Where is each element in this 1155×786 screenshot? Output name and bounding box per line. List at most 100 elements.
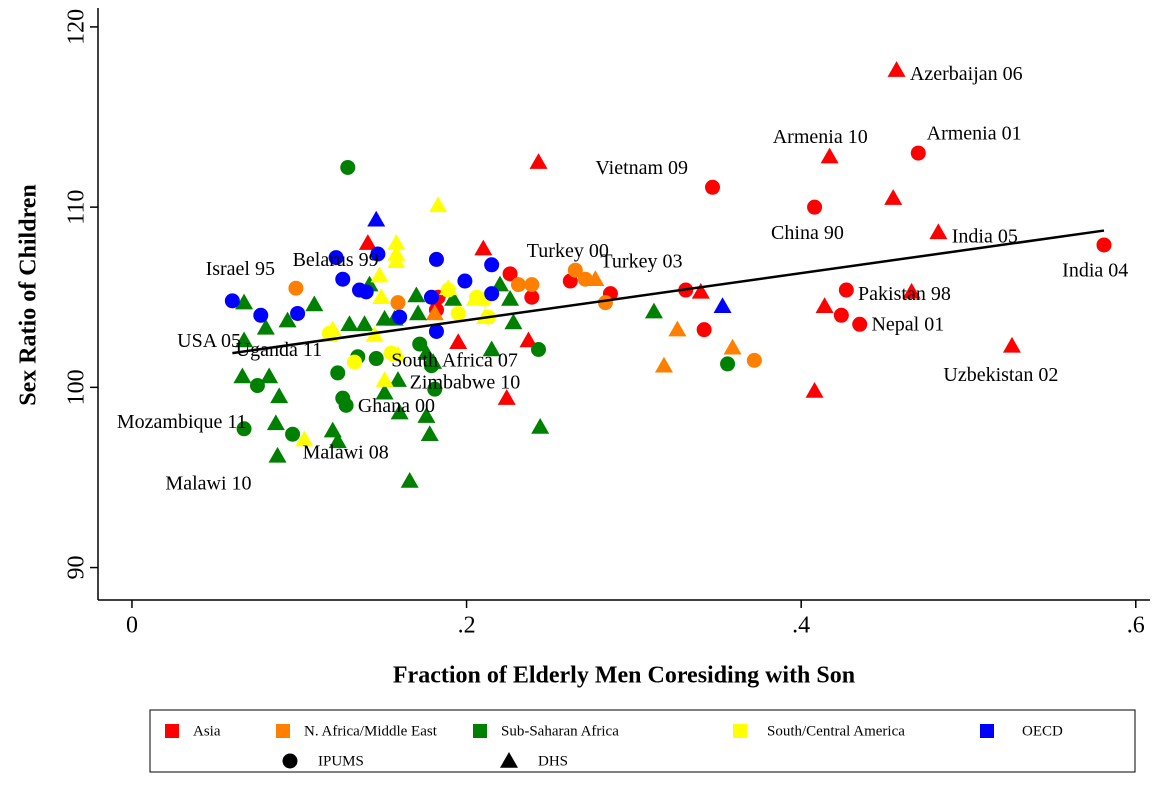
point — [335, 271, 351, 287]
point — [910, 145, 926, 161]
point — [428, 323, 444, 339]
point — [375, 371, 394, 387]
point-label: Vietnam 09 — [595, 157, 688, 179]
point-label: India 05 — [952, 225, 1018, 247]
point — [321, 325, 337, 341]
point — [409, 304, 428, 321]
y-tick-label: 120 — [64, 9, 90, 45]
point — [387, 234, 406, 250]
point — [474, 239, 493, 256]
point — [586, 270, 605, 286]
legend-swatch — [733, 724, 747, 738]
point — [387, 252, 406, 268]
point — [440, 282, 456, 298]
point — [497, 389, 516, 405]
point — [235, 293, 254, 310]
point — [340, 315, 359, 332]
point-label: Mozambique 11 — [117, 411, 247, 433]
point — [519, 331, 538, 348]
point — [370, 246, 386, 262]
point — [504, 313, 523, 330]
point-label: Nepal 01 — [871, 314, 944, 336]
point — [746, 352, 762, 368]
point — [383, 345, 399, 361]
x-tick-label: 0 — [126, 613, 138, 639]
point — [338, 397, 354, 413]
legend-label: IPUMS — [318, 753, 364, 769]
point-label: Zimbabwe 10 — [410, 371, 521, 393]
point — [412, 336, 428, 352]
point — [355, 315, 374, 332]
legend-label: DHS — [538, 753, 568, 769]
point — [425, 304, 444, 321]
point — [484, 257, 500, 273]
point — [372, 288, 391, 304]
point-label: Malawi 08 — [303, 442, 389, 464]
point — [531, 417, 550, 434]
point-label: Malawi 10 — [165, 472, 251, 494]
legend-label: N. Africa/Middle East — [304, 723, 438, 739]
point — [407, 286, 426, 303]
point — [268, 446, 287, 463]
point — [805, 381, 824, 398]
point — [482, 340, 501, 357]
point — [720, 356, 736, 372]
point — [260, 367, 279, 384]
point — [644, 302, 663, 319]
point — [368, 351, 384, 367]
legend-swatch — [165, 724, 179, 738]
point-label: India 04 — [1062, 260, 1128, 282]
legend-marker — [282, 753, 298, 769]
point — [852, 316, 868, 332]
point — [236, 421, 252, 437]
point — [524, 277, 540, 293]
point — [375, 383, 394, 400]
point — [390, 295, 406, 311]
y-tick-label: 100 — [64, 369, 90, 405]
point — [807, 199, 823, 215]
point-label: China 90 — [771, 222, 844, 244]
point — [388, 371, 407, 387]
point — [529, 153, 548, 169]
point — [266, 414, 285, 431]
point — [668, 320, 687, 337]
point — [449, 333, 468, 350]
point — [417, 407, 436, 423]
point — [224, 293, 240, 309]
point-label: Ghana 00 — [358, 395, 435, 417]
legend-label: Asia — [193, 723, 221, 739]
point — [423, 289, 439, 305]
point — [902, 282, 921, 299]
point — [358, 234, 377, 250]
point — [288, 280, 304, 296]
y-tick-label: 90 — [64, 556, 90, 580]
point — [484, 286, 500, 302]
y-tick-label: 110 — [64, 190, 90, 225]
point — [815, 297, 834, 314]
point — [713, 297, 732, 314]
point — [705, 179, 721, 195]
fit-line — [232, 229, 1105, 355]
point — [233, 367, 252, 384]
point — [429, 196, 448, 213]
point — [346, 354, 362, 370]
x-tick-label: .2 — [458, 613, 476, 639]
legend-swatch — [980, 724, 994, 738]
legend-box — [149, 709, 1136, 773]
point — [428, 251, 444, 267]
point-label: USA 05 — [177, 330, 241, 352]
point-label: Pakistan 98 — [858, 283, 951, 305]
point — [567, 262, 583, 278]
x-tick-label: .6 — [1127, 613, 1145, 639]
legend-swatch — [473, 724, 487, 738]
point-label: Armenia 10 — [773, 126, 868, 148]
point — [256, 318, 275, 335]
point — [884, 189, 903, 205]
point — [278, 311, 297, 328]
point-label: Armenia 01 — [927, 123, 1022, 145]
point-label: Belarus 99 — [293, 249, 379, 271]
point — [417, 344, 436, 360]
point — [424, 353, 443, 369]
point — [305, 295, 324, 312]
